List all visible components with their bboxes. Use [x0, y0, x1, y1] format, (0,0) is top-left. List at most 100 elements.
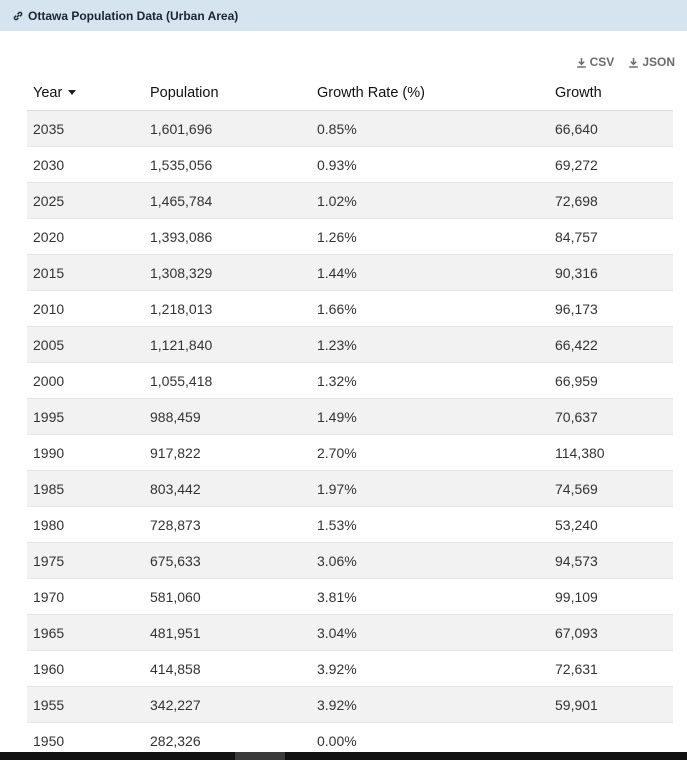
- cell-year: 1975: [27, 542, 144, 579]
- cell-population: 1,308,329: [144, 254, 311, 291]
- table-row: 2035 1,601,696 0.85% 66,640: [27, 110, 673, 147]
- cell-growth: 90,316: [549, 254, 673, 291]
- table-header-row: Year Population Growth Rate (%) Growth: [27, 75, 673, 111]
- cell-year: 1980: [27, 506, 144, 543]
- cell-year: 2020: [27, 218, 144, 255]
- sort-desc-icon: [68, 90, 77, 96]
- cell-population: 342,227: [144, 686, 311, 723]
- cell-year: 1970: [27, 578, 144, 615]
- table-row: 2025 1,465,784 1.02% 72,698: [27, 182, 673, 219]
- section-header: Ottawa Population Data (Urban Area): [0, 0, 687, 31]
- table-row: 2030 1,535,056 0.93% 69,272: [27, 146, 673, 183]
- cell-growth: 72,631: [549, 650, 673, 687]
- cell-growth: 66,422: [549, 326, 673, 363]
- cell-growth-rate: 1.02%: [311, 182, 549, 219]
- cell-population: 1,535,056: [144, 146, 311, 183]
- cell-growth-rate: 1.97%: [311, 470, 549, 507]
- cell-year: 2015: [27, 254, 144, 291]
- cell-growth-rate: 3.06%: [311, 542, 549, 579]
- cell-growth: 70,637: [549, 398, 673, 435]
- cell-growth: 72,698: [549, 182, 673, 219]
- table-row: 2005 1,121,840 1.23% 66,422: [27, 326, 673, 363]
- cell-growth-rate: 1.44%: [311, 254, 549, 291]
- cell-population: 1,601,696: [144, 110, 311, 147]
- cell-year: 1990: [27, 434, 144, 471]
- section-title: Ottawa Population Data (Urban Area): [28, 8, 239, 23]
- download-csv-label: CSV: [589, 55, 615, 69]
- table-row: 2000 1,055,418 1.32% 66,959: [27, 362, 673, 399]
- cell-growth-rate: 1.66%: [311, 290, 549, 327]
- cell-population: 675,633: [144, 542, 311, 579]
- table-row: 1980 728,873 1.53% 53,240: [27, 506, 673, 543]
- download-icon: [628, 57, 639, 68]
- table-row: 1970 581,060 3.81% 99,109: [27, 578, 673, 615]
- cell-year: 2030: [27, 146, 144, 183]
- cell-population: 988,459: [144, 398, 311, 435]
- cell-growth-rate: 1.32%: [311, 362, 549, 399]
- cell-population: 1,218,013: [144, 290, 311, 327]
- cell-growth-rate: 3.81%: [311, 578, 549, 615]
- cell-growth: 84,757: [549, 218, 673, 255]
- cell-year: 1995: [27, 398, 144, 435]
- cell-growth: 114,380: [549, 434, 673, 471]
- column-header-growth[interactable]: Growth: [549, 75, 673, 111]
- link-icon[interactable]: [12, 10, 24, 22]
- cell-growth: 59,901: [549, 686, 673, 723]
- cell-population: 1,393,086: [144, 218, 311, 255]
- cell-growth-rate: 0.93%: [311, 146, 549, 183]
- cell-population: 414,858: [144, 650, 311, 687]
- cell-growth-rate: 0.85%: [311, 110, 549, 147]
- cell-growth-rate: 1.49%: [311, 398, 549, 435]
- column-header-growth-rate[interactable]: Growth Rate (%): [311, 75, 549, 111]
- scrollbar-thumb[interactable]: [235, 752, 285, 760]
- cell-population: 728,873: [144, 506, 311, 543]
- cell-growth-rate: 3.04%: [311, 614, 549, 651]
- cell-year: 2005: [27, 326, 144, 363]
- cell-growth-rate: 1.23%: [311, 326, 549, 363]
- table-row: 1985 803,442 1.97% 74,569: [27, 470, 673, 507]
- population-table: Year Population Growth Rate (%) Growth 2…: [27, 75, 673, 759]
- cell-growth: 53,240: [549, 506, 673, 543]
- cell-growth: 66,640: [549, 110, 673, 147]
- table-row: 1975 675,633 3.06% 94,573: [27, 542, 673, 579]
- cell-year: 1965: [27, 614, 144, 651]
- cell-growth: 66,959: [549, 362, 673, 399]
- cell-growth: 69,272: [549, 146, 673, 183]
- cell-year: 1960: [27, 650, 144, 687]
- cell-growth: 67,093: [549, 614, 673, 651]
- table-row: 1995 988,459 1.49% 70,637: [27, 398, 673, 435]
- cell-population: 581,060: [144, 578, 311, 615]
- download-csv-button[interactable]: CSV: [576, 55, 615, 69]
- cell-growth-rate: 1.26%: [311, 218, 549, 255]
- cell-growth-rate: 3.92%: [311, 686, 549, 723]
- cell-growth: 74,569: [549, 470, 673, 507]
- cell-population: 481,951: [144, 614, 311, 651]
- cell-year: 2010: [27, 290, 144, 327]
- cell-year: 2000: [27, 362, 144, 399]
- table-row: 1965 481,951 3.04% 67,093: [27, 614, 673, 651]
- cell-population: 803,442: [144, 470, 311, 507]
- cell-year: 2035: [27, 110, 144, 147]
- cell-growth: 96,173: [549, 290, 673, 327]
- table-row: 2010 1,218,013 1.66% 96,173: [27, 290, 673, 327]
- cell-year: 1955: [27, 686, 144, 723]
- cell-population: 1,121,840: [144, 326, 311, 363]
- column-header-year[interactable]: Year: [27, 75, 144, 111]
- cell-population: 1,055,418: [144, 362, 311, 399]
- cell-growth: 99,109: [549, 578, 673, 615]
- table-row: 1960 414,858 3.92% 72,631: [27, 650, 673, 687]
- cell-growth-rate: 2.70%: [311, 434, 549, 471]
- table-row: 1990 917,822 2.70% 114,380: [27, 434, 673, 471]
- download-links: CSV JSON: [576, 55, 675, 69]
- download-json-button[interactable]: JSON: [628, 55, 675, 69]
- table-row: 2015 1,308,329 1.44% 90,316: [27, 254, 673, 291]
- table-row: 1955 342,227 3.92% 59,901: [27, 686, 673, 723]
- bottom-scrollbar[interactable]: [0, 752, 687, 760]
- column-header-population[interactable]: Population: [144, 75, 311, 111]
- download-json-label: JSON: [642, 55, 675, 69]
- cell-population: 917,822: [144, 434, 311, 471]
- table-row: 2020 1,393,086 1.26% 84,757: [27, 218, 673, 255]
- cell-year: 2025: [27, 182, 144, 219]
- cell-growth-rate: 1.53%: [311, 506, 549, 543]
- cell-population: 1,465,784: [144, 182, 311, 219]
